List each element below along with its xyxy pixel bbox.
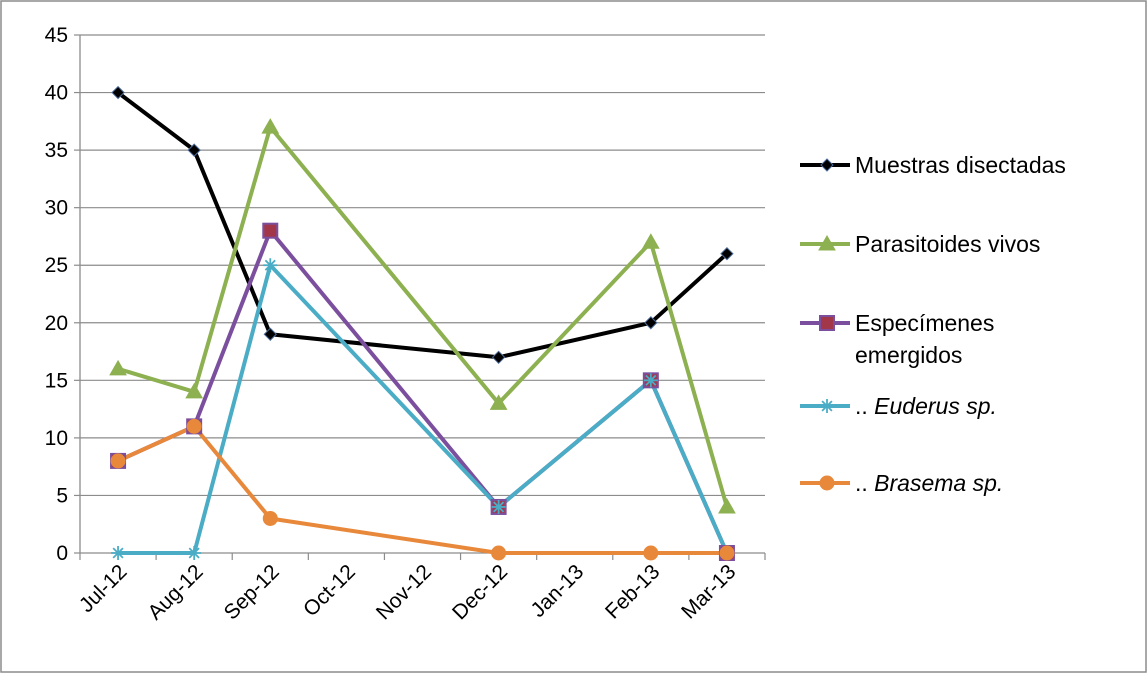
data-point-triangle [718,497,736,514]
data-point-diamond [644,316,658,330]
data-point-triangle [489,394,508,410]
y-tick-label: 10 [45,427,68,450]
data-point-triangle [185,382,204,399]
y-tick-label: 30 [45,197,68,220]
legend-entry: Especímenes emergidos [800,310,994,368]
data-point-star [263,258,278,273]
legend-entry: Parasitoides vivos [800,231,1040,257]
y-tick-label: 35 [45,139,68,162]
y-tick-label: 20 [45,312,68,335]
data-point-triangle [818,234,836,251]
series-line [116,424,729,555]
data-point-square [819,315,835,331]
data-point-diamond [263,327,277,341]
y-tick-label: 5 [56,484,68,507]
data-point-diamond [491,350,506,365]
legend-label-text: .. [855,393,868,419]
legend-label-text: Parasitoides vivos [855,231,1040,257]
y-tick-label: 40 [45,82,68,105]
data-point-triangle [109,359,127,376]
data-point-circle [491,545,507,561]
legend-label: emergidos [855,342,962,368]
data-point-diamond [187,143,201,157]
legend-label: Parasitoides vivos [855,231,1040,257]
data-point-circle [110,453,126,469]
data-point-circle [819,475,835,491]
data-point-star [111,546,126,560]
data-point-diamond [111,85,125,100]
legend-entry: .. Brasema sp. [800,470,1003,496]
y-tick-label: 45 [45,24,68,47]
y-tick-label: 15 [45,369,68,392]
data-point-triangle [641,233,660,249]
series-line [116,263,729,555]
series-markers [109,85,736,561]
series-lines [116,90,729,555]
legend-label: .. Euderus sp. [855,393,997,419]
data-point-triangle [261,118,280,134]
legend-entry: Muestras disectadas [800,152,1066,178]
legend-label-species: Euderus sp. [868,393,997,419]
legend-label: .. Brasema sp. [855,470,1003,496]
series-line [116,125,729,509]
legend-entry: .. Euderus sp. [800,393,997,419]
data-point-circle [643,545,659,561]
data-point-circle [186,418,202,434]
data-point-star [187,546,202,560]
legend-label-text: Especímenes [855,310,994,336]
legend-label-text: emergidos [855,342,962,368]
data-point-circle [719,545,735,561]
data-point-circle [262,510,278,526]
y-tick-label: 25 [45,254,68,277]
legend: Muestras disectadas Parasitoides vivos Esp… [800,152,1066,496]
data-point-star [643,373,658,388]
legend-label: Muestras disectadas [855,152,1066,178]
legend-label-text: .. [855,470,868,496]
legend-label-species: Brasema sp. [868,470,1004,496]
data-point-star [820,399,834,413]
legend-label-text: Muestras disectadas [855,152,1066,178]
series-line [116,90,729,360]
gridlines [80,34,765,497]
data-point-square [262,222,279,239]
data-point-star [491,499,506,514]
data-point-diamond [820,158,834,172]
legend-label: Especímenes [855,310,994,336]
y-tick-label: 0 [56,542,68,565]
data-point-diamond [720,247,734,261]
